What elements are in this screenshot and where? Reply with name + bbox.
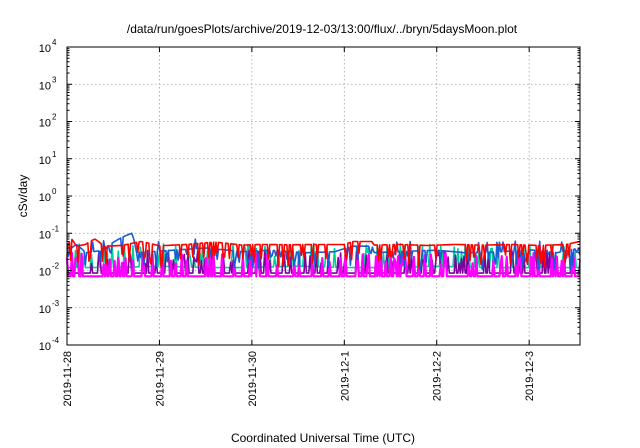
y-tick-exponent: -4	[52, 336, 60, 345]
x-tick-label: 2019-12-1	[339, 351, 351, 401]
x-tick-label: 2019-11-30	[247, 351, 259, 406]
x-tick-label: 2019-11-28	[62, 351, 74, 406]
y-tick-label: 10	[39, 304, 51, 316]
y-tick-label: 10	[39, 155, 51, 167]
series-line	[66, 238, 581, 269]
y-tick-exponent: 2	[52, 113, 57, 122]
y-tick-label: 10	[39, 80, 51, 92]
y-axis-label: cSv/day	[16, 175, 30, 218]
y-tick-label: 10	[39, 118, 51, 130]
x-tick-label: 2019-12-3	[524, 351, 536, 401]
y-tick-label: 10	[39, 192, 51, 204]
x-tick-label: 2019-12-2	[432, 351, 444, 401]
y-tick-label: 10	[39, 341, 51, 353]
series-group	[65, 232, 581, 278]
y-tick-exponent: -3	[52, 299, 60, 308]
x-axis-label: Coordinated Universal Time (UTC)	[231, 431, 415, 445]
y-tick-label: 10	[39, 267, 51, 279]
grid	[67, 47, 580, 345]
axis-ticks: 10410310210110010-110-210-310-42019-11-2…	[39, 38, 580, 406]
y-tick-exponent: 1	[52, 150, 57, 159]
x-tick-label: 2019-11-29	[154, 351, 166, 406]
y-tick-exponent: -2	[52, 262, 60, 271]
y-tick-exponent: 0	[52, 187, 57, 196]
y-tick-exponent: 4	[52, 38, 57, 47]
y-tick-label: 10	[39, 43, 51, 55]
y-tick-exponent: -1	[52, 224, 60, 233]
chart-title: /data/run/goesPlots/archive/2019-12-03/1…	[127, 22, 518, 36]
y-tick-exponent: 3	[52, 75, 57, 84]
y-tick-label: 10	[39, 229, 51, 241]
